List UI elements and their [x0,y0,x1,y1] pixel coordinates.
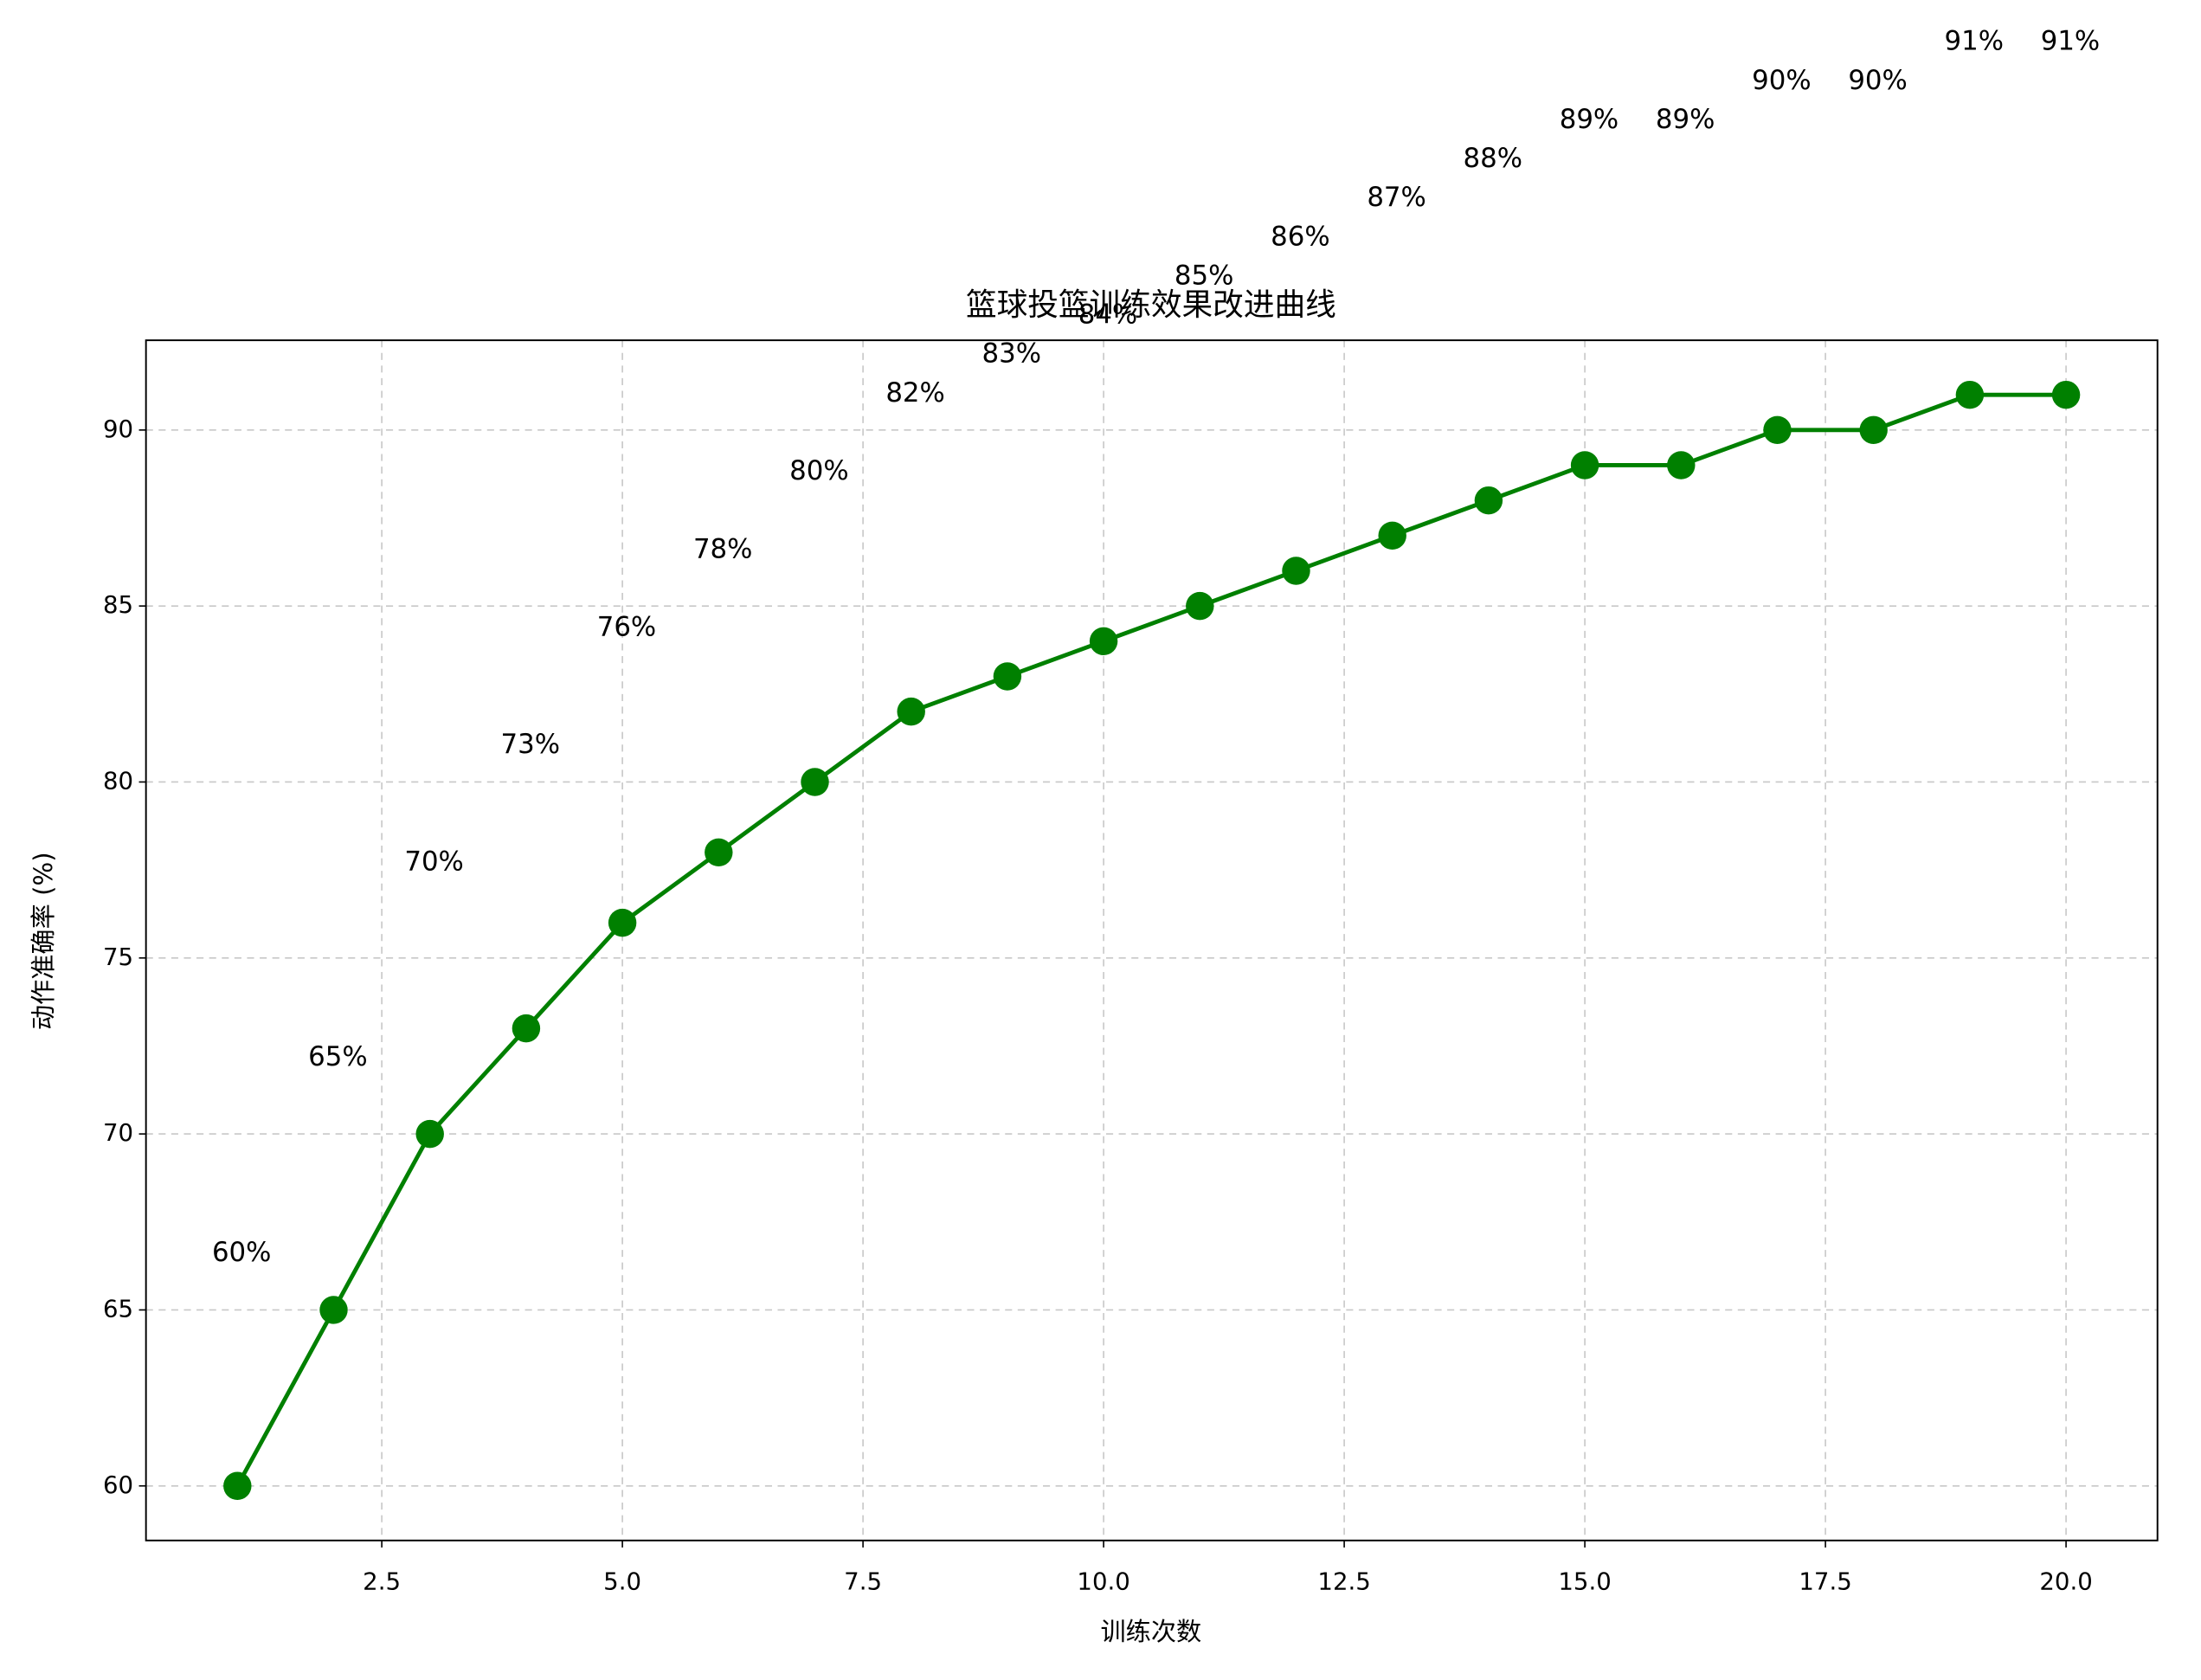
plot-frame [145,339,2159,1542]
data-label: 91% [2041,26,2100,57]
data-point [1474,486,1503,515]
y-tick-label: 90 [103,415,133,443]
data-point [319,1296,348,1324]
data-label: 76% [597,612,656,643]
data-point [1282,557,1310,585]
data-label: 60% [212,1237,271,1268]
x-tick-label: 7.5 [844,1567,882,1595]
data-point [2051,380,2081,409]
data-point [1859,415,1888,445]
y-axis-label: 动作准确率 (%) [29,852,58,1030]
x-axis-label: 训练次数 [1101,1617,1202,1646]
data-point [223,1471,252,1500]
chart-title: 篮球投篮训练效果改进曲线 [966,287,1336,323]
data-point [1955,380,1985,409]
data-label: 80% [789,455,848,486]
data-label: 87% [1367,182,1426,213]
data-label: 90% [1848,65,1907,96]
data-point [1186,591,1214,621]
y-tick-label: 75 [103,943,133,971]
x-tick-label: 20.0 [2039,1567,2092,1595]
data-line [235,392,2067,1487]
data-label: 91% [1945,26,2004,57]
data-label: 86% [1271,221,1329,252]
data-label: 84% [1078,299,1137,331]
data-point [1378,521,1406,550]
data-point [705,838,733,867]
data-label: 70% [404,846,463,877]
y-tick-label: 70 [103,1118,133,1147]
data-label: 65% [308,1041,367,1072]
x-tick-label: 12.5 [1317,1567,1370,1595]
x-tick-label: 5.0 [603,1567,641,1595]
data-label: 83% [982,338,1041,370]
data-label: 89% [1560,104,1619,135]
y-tick-label: 85 [103,590,133,619]
data-label: 85% [1175,260,1233,291]
data-label: 89% [1656,104,1715,135]
y-tick-label: 80 [103,766,133,795]
data-label: 78% [693,533,752,564]
data-point [1089,627,1118,656]
data-point [897,697,925,726]
y-tick-label: 60 [103,1471,133,1499]
data-label: 88% [1464,143,1522,174]
x-tick-label: 10.0 [1077,1567,1129,1595]
data-point [512,1014,541,1043]
data-point [415,1119,444,1149]
data-point [1763,415,1792,445]
data-point [1667,451,1696,480]
data-label: 90% [1752,65,1811,96]
x-tick-label: 17.5 [1799,1567,1851,1595]
data-point [801,768,829,796]
y-tick-label: 65 [103,1294,133,1323]
x-tick-label: 2.5 [363,1567,401,1595]
data-point [608,908,637,937]
data-point [993,662,1022,691]
x-tick-label: 15.0 [1558,1567,1611,1595]
data-label: 82% [885,377,944,409]
data-point [1570,451,1599,480]
data-label: 73% [501,729,560,760]
